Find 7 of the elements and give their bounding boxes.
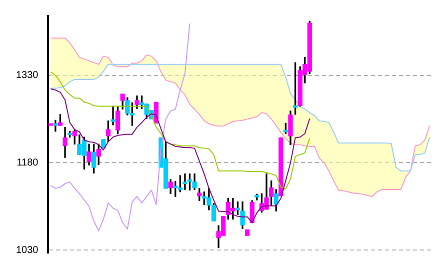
y-tick-label: 1030 bbox=[16, 244, 39, 256]
candlestick bbox=[278, 137, 284, 196]
y-tick-label: 1180 bbox=[16, 157, 39, 168]
candlestick bbox=[53, 120, 58, 132]
candlestick bbox=[244, 229, 250, 236]
candlestick bbox=[48, 123, 53, 126]
y-tick-label: 1330 bbox=[16, 70, 39, 82]
